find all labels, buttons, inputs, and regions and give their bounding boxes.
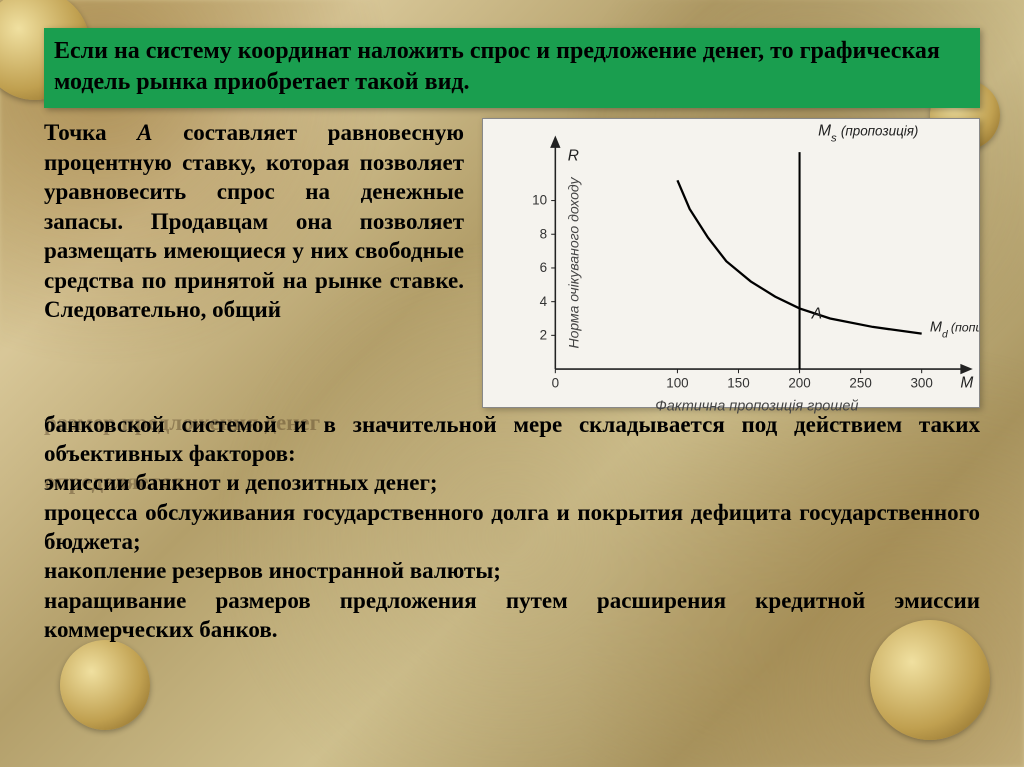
svg-text:Md(попит): Md(попит): [930, 320, 979, 341]
svg-text:300: 300: [910, 376, 932, 391]
svg-text:M: M: [960, 375, 973, 392]
point-a-label: А: [137, 120, 152, 145]
para: накопление резервов иностранной валюты;: [44, 556, 980, 585]
content-area: Точка А составляет равновесную процентну…: [44, 118, 980, 644]
left-paragraph: Точка А составляет равновесную процентну…: [44, 118, 464, 408]
svg-text:R: R: [568, 148, 579, 165]
svg-text:Ms(пропозиція): Ms(пропозиція): [818, 123, 918, 145]
para: эмиссии банкнот и депозитных денег;: [44, 468, 980, 497]
text-segment: Точка: [44, 120, 137, 145]
chart-svg: 2468100100150200250300Фактична пропозиці…: [483, 119, 979, 419]
svg-text:Фактична пропозиція грошей: Фактична пропозиція грошей: [655, 399, 858, 415]
svg-text:150: 150: [727, 376, 749, 391]
slide-container: Если на систему координат наложить спрос…: [0, 0, 1024, 767]
para: процесса обслуживания государственного д…: [44, 498, 980, 557]
svg-text:4: 4: [540, 294, 548, 309]
svg-text:0: 0: [552, 376, 559, 391]
money-market-chart: Норма очікуваного доходу 246810010015020…: [482, 118, 980, 408]
svg-text:2: 2: [540, 328, 547, 343]
svg-text:200: 200: [788, 376, 810, 391]
svg-text:250: 250: [849, 376, 871, 391]
lower-text: банковской системой и в значительной мер…: [44, 410, 980, 645]
para: наращивание размеров предложения путем р…: [44, 586, 980, 645]
svg-text:6: 6: [540, 260, 547, 275]
slide-title: Если на систему координат наложить спрос…: [44, 28, 980, 108]
svg-text:8: 8: [540, 227, 547, 242]
svg-text:10: 10: [532, 193, 547, 208]
text-segment: составляет равновесную процентную ставку…: [44, 120, 464, 322]
svg-text:A: A: [811, 306, 822, 323]
svg-text:100: 100: [666, 376, 688, 391]
